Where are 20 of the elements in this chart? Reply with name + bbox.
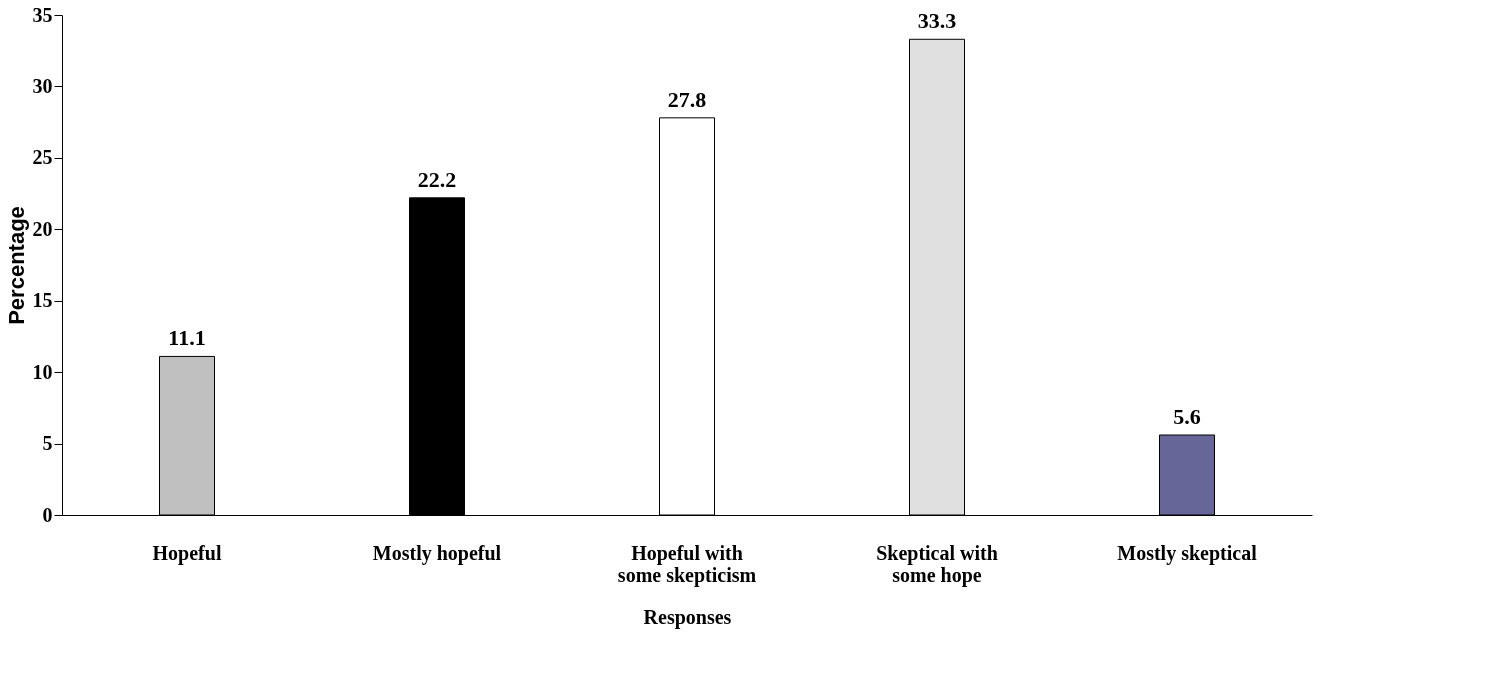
y-tick-label: 25 xyxy=(32,146,53,169)
y-tick-label: 30 xyxy=(32,74,53,97)
y-tick-label: 10 xyxy=(32,360,53,383)
y-tick-label: 0 xyxy=(42,503,53,526)
data-label: 22.2 xyxy=(417,166,457,192)
x-tick-label: Hopeful with some skepticism xyxy=(617,541,757,587)
data-label: 11.1 xyxy=(168,325,206,351)
y-axis-title: Percentage xyxy=(3,206,29,325)
y-tick-label: 5 xyxy=(42,432,53,455)
data-label: 5.6 xyxy=(1173,404,1201,429)
x-tick-label: Skeptical with some hope xyxy=(876,541,998,587)
data-label: 33.3 xyxy=(917,8,957,34)
y-tick-label: 20 xyxy=(32,217,53,240)
y-tick-label: 35 xyxy=(32,3,53,26)
data-label: 27.8 xyxy=(667,86,707,112)
x-tick-label: Hopeful xyxy=(152,541,222,565)
x-axis-title: Responses xyxy=(643,605,732,629)
x-tick-label: Mostly skeptical xyxy=(1117,541,1258,565)
y-tick-label: 15 xyxy=(32,289,53,312)
x-tick-label: Mostly hopeful xyxy=(372,541,502,565)
